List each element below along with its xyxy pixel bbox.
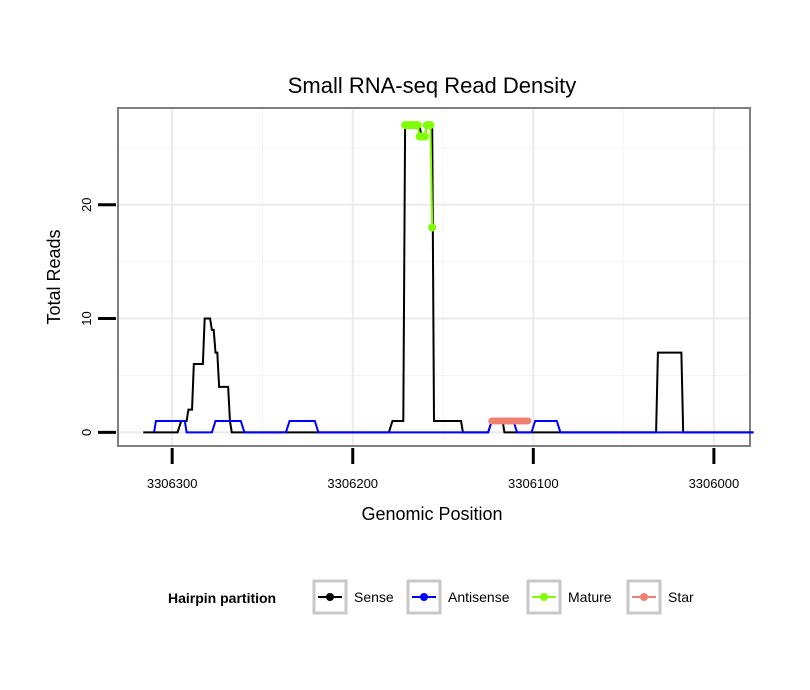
legend-item-mature: Mature: [526, 579, 612, 615]
series-point-star: [524, 417, 532, 425]
y-axis-tick-label: 10: [79, 311, 94, 325]
y-axis: 0 10 20: [79, 197, 116, 436]
legend-item-star: Star: [626, 579, 694, 615]
x-axis-title: Genomic Position: [361, 504, 502, 524]
legend-entries: Sense Antisense Mature Star: [312, 579, 694, 615]
y-axis-tick-label: 20: [79, 197, 94, 211]
series-layer: [143, 121, 754, 434]
legend-title: Hairpin partition: [168, 590, 276, 606]
series-segment-mature: [429, 125, 434, 228]
x-axis-tick-label: 3306200: [327, 476, 378, 491]
legend-label: Star: [668, 589, 694, 605]
legend-item-sense: Sense: [312, 579, 394, 615]
y-axis-title: Total Reads: [44, 229, 64, 324]
legend-key-point: [540, 593, 548, 601]
legend-item-antisense: Antisense: [406, 579, 510, 615]
legend: Hairpin partition Sense Antisense Mature St…: [168, 579, 694, 615]
x-axis-tick-label: 3306300: [147, 476, 198, 491]
legend-key-point: [326, 593, 334, 601]
series-point-mature: [413, 121, 422, 130]
legend-key-point: [640, 593, 648, 601]
chart-title: Small RNA-seq Read Density: [288, 73, 577, 98]
legend-key-point: [420, 593, 428, 601]
series-point-mature: [426, 121, 435, 130]
legend-label: Antisense: [448, 589, 510, 605]
legend-label: Mature: [568, 589, 612, 605]
plot-area: [117, 107, 754, 447]
x-axis: 3306300 3306200 3306100 3306000: [147, 448, 739, 491]
series-point-mature: [420, 132, 429, 141]
series-line-antisense: [153, 419, 754, 434]
series-point-mature: [428, 223, 437, 232]
x-axis-tick-label: 3306000: [689, 476, 740, 491]
y-axis-tick-label: 0: [79, 429, 94, 436]
x-axis-tick-label: 3306100: [508, 476, 559, 491]
legend-label: Sense: [354, 589, 394, 605]
